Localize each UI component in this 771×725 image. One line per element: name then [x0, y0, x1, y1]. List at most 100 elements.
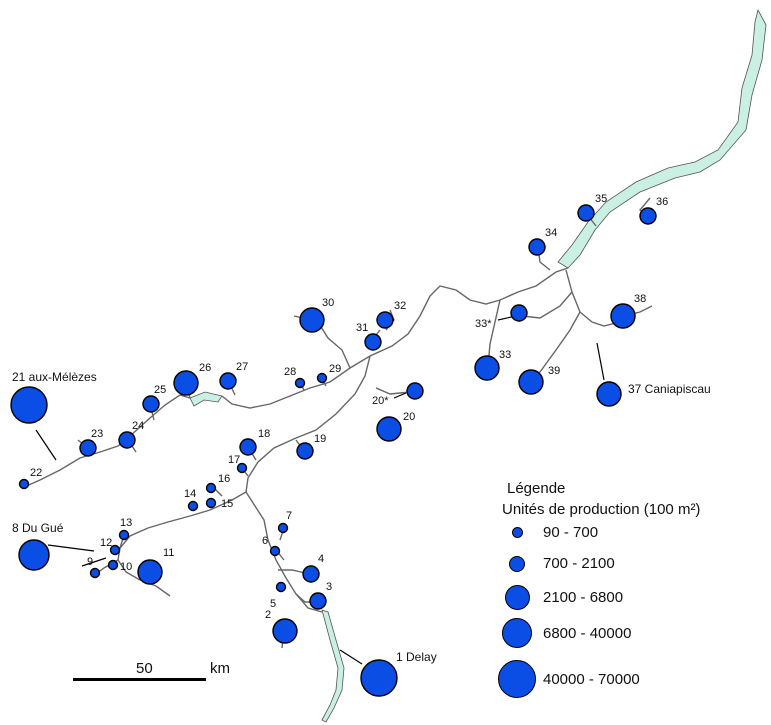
- site-37-marker: [596, 381, 622, 407]
- legend-label-4: 6800 - 40000: [543, 624, 632, 642]
- site-14-marker: [187, 500, 199, 512]
- site-39-label: 39: [548, 365, 560, 377]
- site-8-label: 8 Du Gué: [12, 521, 64, 535]
- site-17-marker: [236, 462, 248, 474]
- legend-symbol-2: [509, 555, 525, 572]
- site-35-label: 35: [595, 193, 607, 205]
- legend-symbol-5: [498, 660, 536, 698]
- site-7-marker: [277, 522, 289, 534]
- leader-lines: [35, 315, 605, 665]
- site-7-label: 7: [286, 510, 292, 522]
- site-28-label: 28: [284, 366, 296, 378]
- site-5-label: 5: [270, 598, 276, 610]
- legend-class-5: 40000 - 70000: [497, 660, 640, 698]
- site-6-marker: [269, 545, 281, 557]
- site-2-marker: [272, 618, 298, 644]
- site-20-star-label: 20*: [372, 395, 389, 407]
- legend-symbol-1: [511, 527, 523, 538]
- site-38-marker: [610, 303, 636, 329]
- legend-symbol-3: [504, 585, 530, 610]
- site-15-label: 15: [221, 498, 233, 510]
- small-lake: [189, 391, 223, 407]
- site-36-marker: [639, 207, 657, 225]
- site-5-marker: [275, 581, 287, 593]
- river-network: [21, 197, 653, 649]
- legend-class-4: 6800 - 40000: [497, 618, 631, 648]
- site-29-label: 29: [329, 363, 341, 375]
- site-29-marker: [316, 372, 328, 384]
- site-6-label: 6: [262, 535, 268, 547]
- legend-class-2: 700 - 2100: [497, 555, 615, 572]
- site-16-label: 16: [218, 473, 230, 485]
- site-15-marker: [205, 497, 217, 509]
- site-2-label: 2: [265, 609, 271, 621]
- site-26-marker: [173, 370, 199, 396]
- site-20-star-marker: [406, 382, 424, 400]
- site-20-label: 20: [403, 411, 415, 423]
- site-23-marker: [79, 439, 97, 457]
- site-28-marker: [294, 377, 306, 389]
- site-34-label: 34: [545, 227, 557, 239]
- site-14-label: 14: [184, 488, 196, 500]
- site-4-label: 4: [318, 553, 324, 565]
- legend-label-3: 2100 - 6800: [543, 589, 624, 606]
- site-31-label: 31: [356, 322, 368, 334]
- south-river-channel: [321, 609, 345, 723]
- site-32-label: 32: [394, 300, 406, 312]
- site-13-label: 13: [120, 517, 132, 529]
- site-19-marker: [296, 442, 314, 460]
- site-36-label: 36: [656, 196, 668, 208]
- site-17-label: 17: [228, 454, 240, 466]
- site-1-label: 1 Delay: [396, 650, 437, 664]
- site-24-marker: [118, 431, 136, 449]
- site-12-marker: [109, 544, 121, 556]
- legend-class-1: 90 - 700: [497, 524, 598, 541]
- site-35-marker: [577, 204, 595, 222]
- site-10-marker: [107, 559, 119, 571]
- site-10-label: 10: [120, 561, 132, 573]
- legend-label-2: 700 - 2100: [543, 555, 615, 572]
- site-4-marker: [302, 565, 320, 583]
- site-25-label: 25: [154, 384, 166, 396]
- site-39-marker: [518, 369, 544, 395]
- site-37-label: 37 Caniapiscau: [628, 382, 711, 396]
- site-16-marker: [205, 482, 217, 494]
- site-33-star-label: 33*: [475, 318, 492, 330]
- site-3-marker: [309, 592, 327, 610]
- legend-label-1: 90 - 700: [543, 524, 599, 541]
- legend-class-3: 2100 - 6800: [497, 585, 623, 610]
- main-river-channel: [557, 8, 767, 269]
- site-33-marker: [474, 355, 500, 381]
- site-20-marker: [376, 416, 402, 442]
- scale-value: 50: [136, 660, 153, 677]
- site-24-label: 24: [132, 420, 144, 432]
- site-33-star-marker: [510, 304, 528, 322]
- site-23-label: 23: [91, 428, 103, 440]
- legend-symbol-4: [502, 618, 532, 648]
- site-11-marker: [137, 559, 163, 585]
- site-38-label: 38: [634, 293, 646, 305]
- site-18-marker: [239, 438, 257, 456]
- site-18-label: 18: [258, 428, 270, 440]
- site-31-marker: [364, 333, 382, 351]
- site-8-marker: [18, 539, 50, 571]
- legend-subtitle: Unités de production (100 m²): [502, 501, 701, 518]
- legend-title: Légende: [507, 480, 566, 497]
- site-25-marker: [142, 395, 160, 413]
- site-19-label: 19: [314, 433, 326, 445]
- site-9-label: 9: [87, 556, 93, 568]
- site-30-label: 30: [322, 297, 334, 309]
- site-3-label: 3: [326, 581, 332, 593]
- site-33-label: 33: [499, 349, 511, 361]
- site-21-label: 21 aux-Mélèzes: [12, 370, 97, 384]
- site-1-marker: [360, 659, 398, 697]
- site-32-marker: [376, 311, 394, 329]
- site-12-label: 12: [100, 537, 112, 549]
- scale-bar: [73, 678, 206, 681]
- site-27-label: 27: [236, 361, 248, 373]
- legend-label-5: 40000 - 70000: [543, 670, 640, 688]
- site-21-marker: [10, 386, 48, 424]
- site-22-marker: [18, 478, 30, 490]
- site-34-marker: [528, 238, 546, 256]
